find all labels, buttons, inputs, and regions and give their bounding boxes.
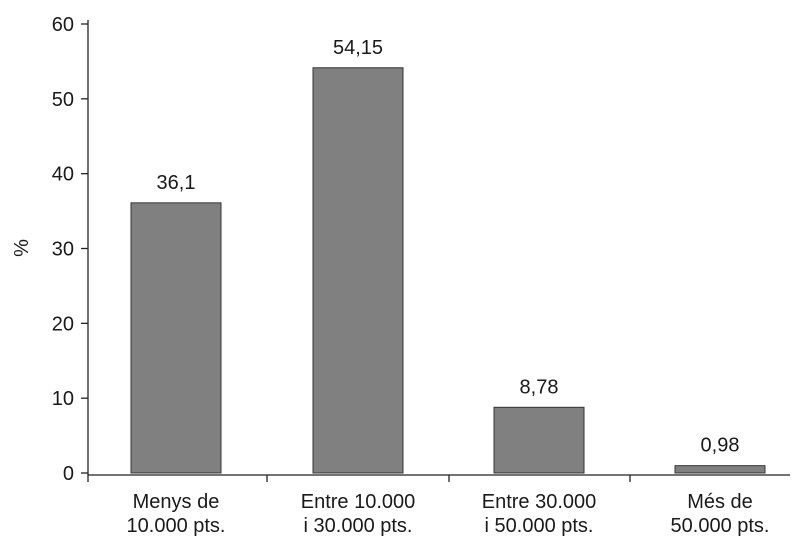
x-category-label: Entre 30.000 i 50.000 pts. — [482, 491, 597, 537]
x-category-label-line: Entre 30.000 — [482, 491, 597, 513]
x-category-label: Menys de 10.000 pts. — [127, 491, 226, 537]
y-axis-title: % — [11, 239, 33, 257]
x-category-label-line: Entre 10.000 — [301, 491, 416, 513]
x-category-label: Entre 10.000 i 30.000 pts. — [301, 491, 416, 537]
bar-value-label: 54,15 — [333, 37, 383, 59]
x-axis: Menys de 10.000 pts. Entre 10.000 i 30.000 … — [87, 474, 790, 537]
x-category-label-line: i 50.000 pts. — [485, 515, 594, 537]
bar-value-label: 0,98 — [701, 435, 740, 457]
bar — [312, 67, 404, 474]
x-category-label-line: 50.000 pts. — [671, 515, 770, 537]
x-category-label-line: Menys de — [133, 491, 220, 513]
y-tick-label: 30 — [52, 239, 74, 261]
bar — [130, 202, 222, 474]
bar-value-label: 36,1 — [157, 172, 196, 194]
y-tick-label: 0 — [63, 463, 74, 485]
y-tick-label: 20 — [52, 313, 74, 335]
x-category-label: Més de 50.000 pts. — [671, 491, 770, 537]
y-axis: 0 10 20 30 40 50 60 — [52, 14, 89, 485]
bar-value-label: 8,78 — [520, 376, 559, 398]
y-tick-label: 10 — [52, 388, 74, 410]
data-labels: 36,1 54,15 8,78 0,98 — [157, 37, 740, 457]
x-category-label-line: 10.000 pts. — [127, 515, 226, 537]
y-tick-label: 40 — [52, 164, 74, 186]
y-tick-label: 60 — [52, 14, 74, 36]
x-category-label-line: Més de — [687, 491, 753, 513]
y-tick-label: 50 — [52, 89, 74, 111]
bars — [130, 67, 766, 474]
bar — [493, 406, 585, 474]
bar — [674, 465, 766, 474]
x-category-label-line: i 30.000 pts. — [304, 515, 413, 537]
